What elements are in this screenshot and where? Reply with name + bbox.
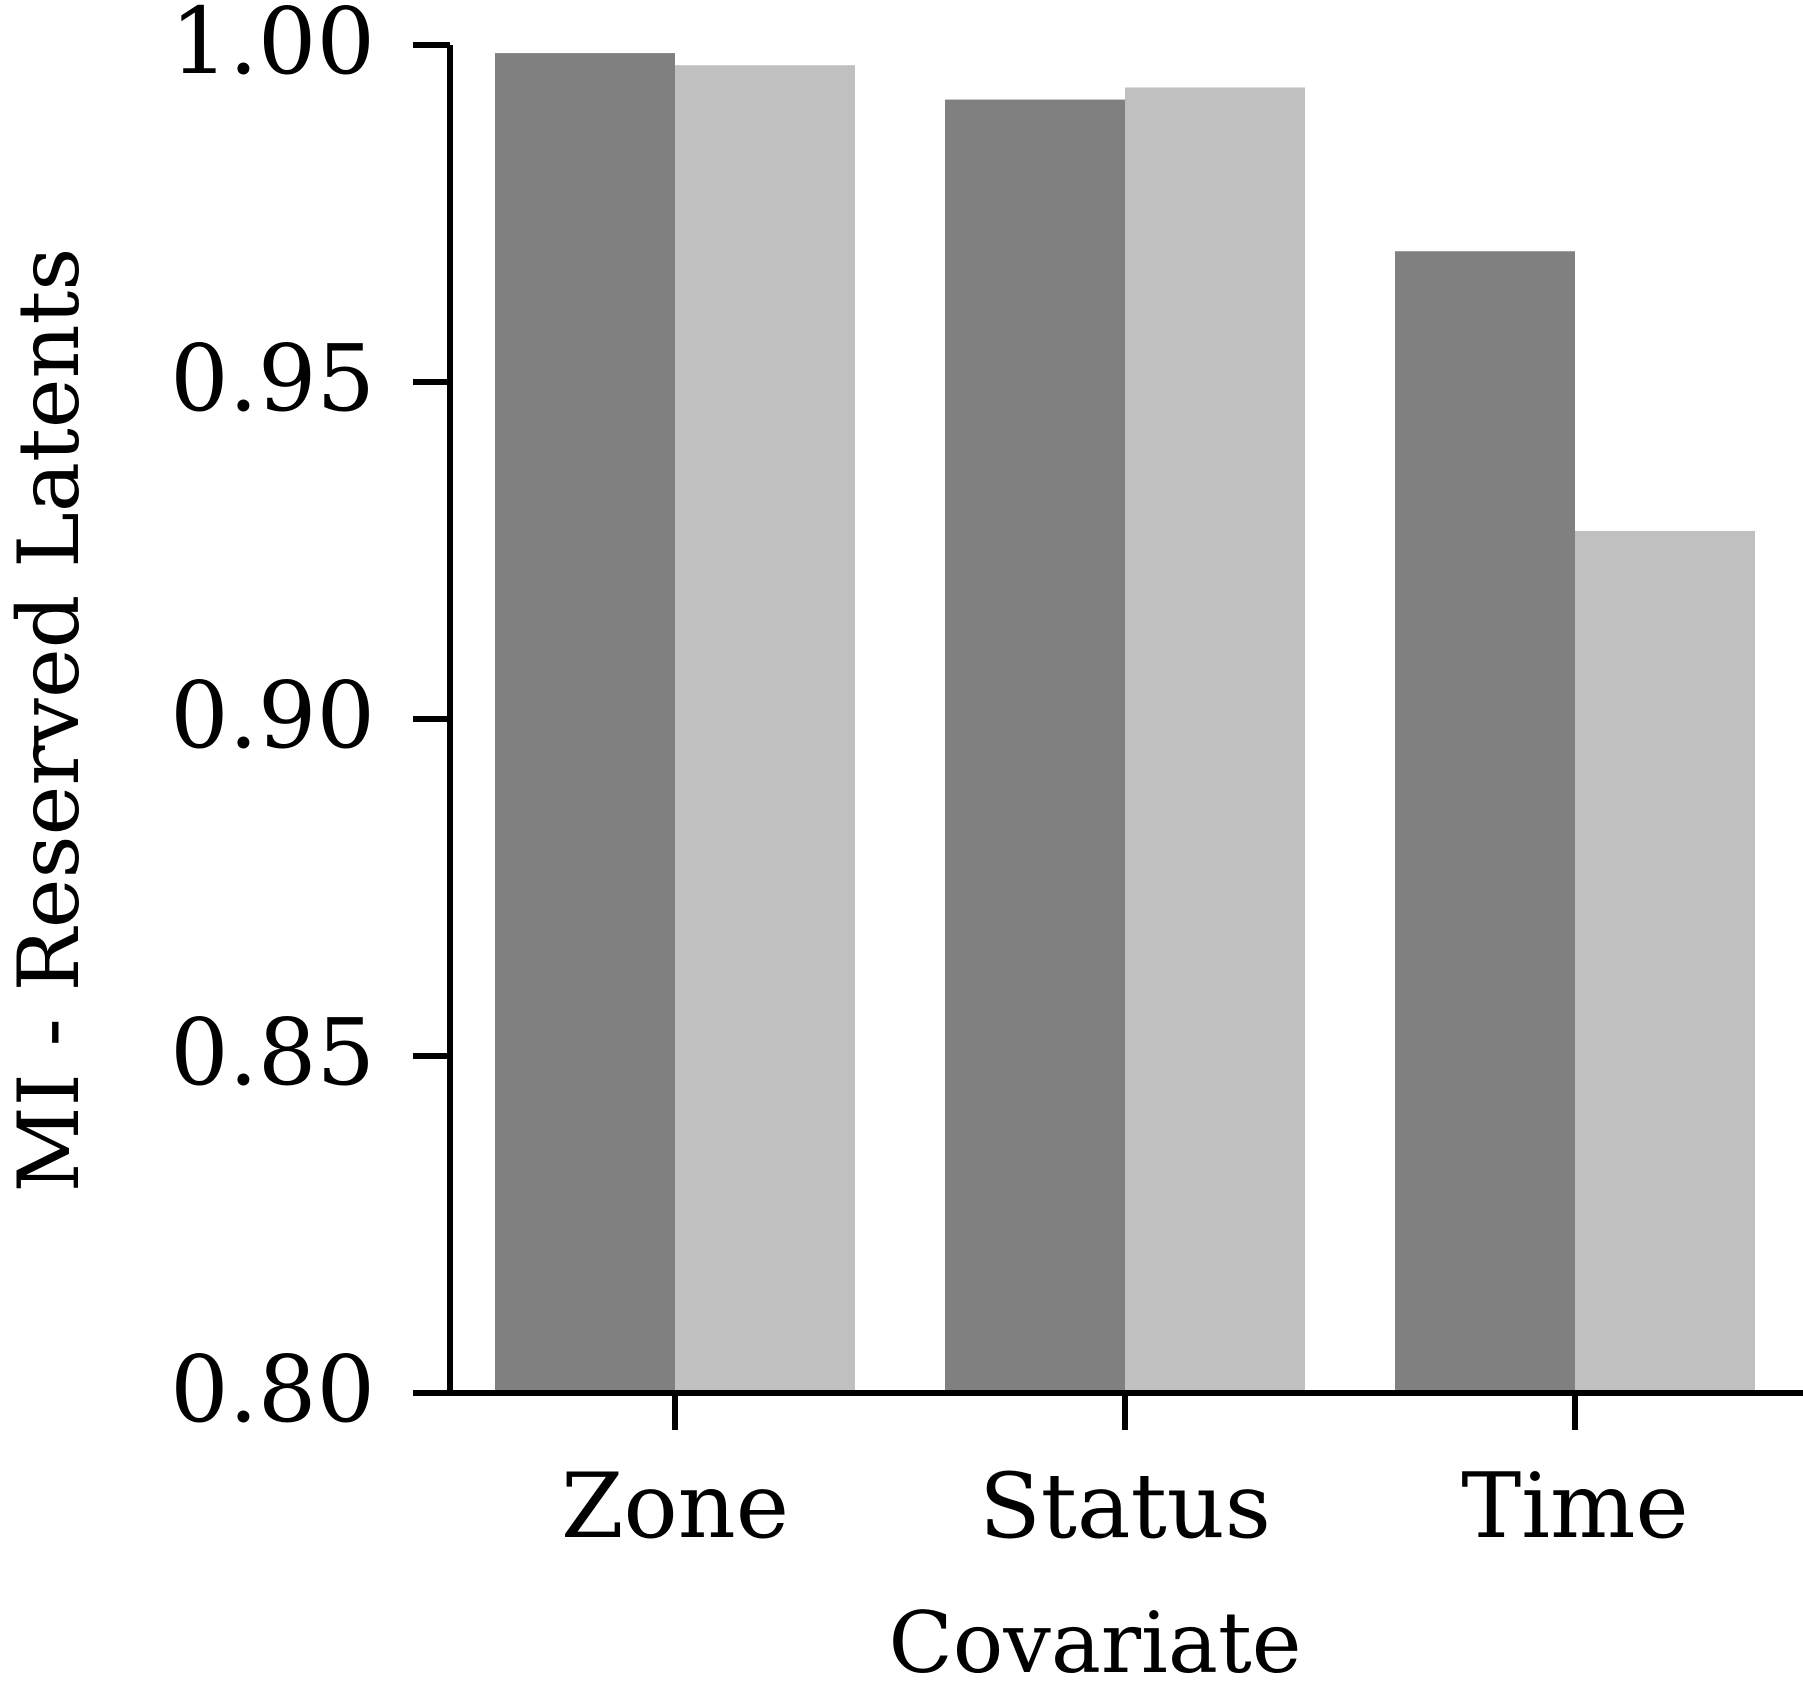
y-tick-label: 0.85 bbox=[170, 999, 375, 1106]
bar-time-series-1 bbox=[1395, 251, 1575, 1393]
bar-time-series-2 bbox=[1575, 530, 1755, 1393]
x-axis-label: Covariate bbox=[889, 1594, 1302, 1678]
y-ticks: 0.80 0.85 0.90 0.95 1.00 bbox=[170, 0, 450, 1443]
x-tick-label-zone: Zone bbox=[561, 1454, 789, 1559]
y-tick-label: 0.95 bbox=[170, 325, 375, 432]
bar-zone-series-1 bbox=[495, 53, 675, 1393]
y-tick-label: 1.00 bbox=[170, 0, 375, 95]
bar-zone-series-2 bbox=[675, 65, 855, 1394]
y-tick-label: 0.80 bbox=[170, 1336, 375, 1443]
y-axis-label: MI - Reserved Latents bbox=[0, 248, 98, 1193]
bars-layer bbox=[495, 53, 1755, 1394]
bar-status-series-2 bbox=[1125, 87, 1305, 1393]
bar-status-series-1 bbox=[945, 99, 1125, 1394]
y-tick-label: 0.90 bbox=[170, 662, 375, 769]
x-tick-label-status: Status bbox=[979, 1454, 1271, 1559]
x-tick-label-time: Time bbox=[1461, 1454, 1688, 1559]
x-ticks: Zone Status Time bbox=[561, 1393, 1689, 1559]
